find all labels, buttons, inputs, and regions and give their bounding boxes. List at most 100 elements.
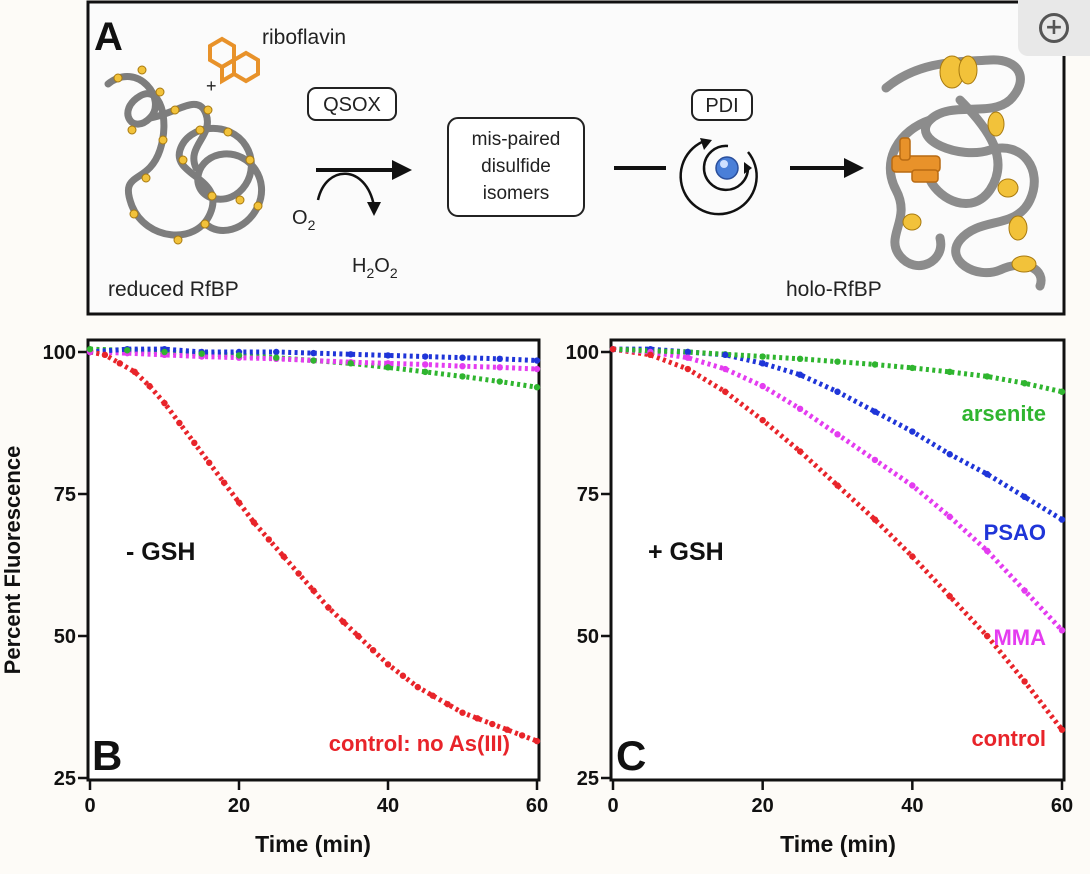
pdi-label: PDI	[705, 95, 738, 117]
point-b-magenta-9	[422, 361, 429, 368]
data-points-b	[86, 345, 541, 745]
point-b-control-no-as-iii-3	[131, 368, 138, 376]
point-b-green-4	[235, 352, 243, 359]
y-tick-label-b-3: 100	[43, 342, 76, 364]
scheme-panel: A riboflavin + reduced RfBP QSOX	[86, 0, 1066, 316]
point-c-mma-9	[946, 513, 953, 520]
point-b-green-2	[161, 348, 168, 356]
point-c-arsenite-5	[796, 355, 804, 363]
y-tick-label-c-2: 75	[577, 484, 599, 506]
condition-label-c: + GSH	[648, 538, 724, 566]
point-b-blue-5	[273, 348, 280, 356]
point-c-arsenite-12	[1058, 388, 1066, 395]
zoom-button[interactable]: +	[1018, 0, 1090, 56]
y-tick-label-b-2: 75	[54, 484, 76, 506]
series-label-control-no-as: control: no As(III)	[329, 731, 510, 756]
point-b-control-no-as-iii-23	[429, 692, 436, 699]
series-label-psao: PSAO	[984, 520, 1046, 545]
x-tick-label-c-3: 60	[1051, 795, 1073, 817]
point-c-control-2	[684, 365, 692, 373]
point-b-control-no-as-iii-5	[161, 399, 168, 407]
point-c-arsenite-11	[1021, 380, 1028, 387]
series-label-mma: MMA	[993, 625, 1046, 650]
point-b-green-6	[310, 357, 317, 364]
point-c-control-1	[647, 351, 654, 359]
point-b-control-no-as-iii-6	[176, 419, 183, 427]
point-b-blue-12	[533, 357, 541, 364]
h2o2-label: H2O2	[352, 255, 398, 281]
y-tick-label-c-0: 25	[577, 768, 599, 790]
point-c-psao-5	[796, 371, 804, 378]
point-c-arsenite-7	[871, 361, 879, 368]
point-b-green-0	[86, 345, 94, 353]
point-c-mma-3	[722, 365, 729, 373]
point-b-control-no-as-iii-10	[235, 499, 243, 506]
axis-ticks-b: 0 20 40 60 25 50 75 100	[43, 342, 549, 817]
point-b-control-no-as-iii-28	[504, 726, 511, 733]
point-b-control-no-as-iii-19	[369, 647, 377, 654]
point-b-blue-6	[310, 349, 317, 357]
point-b-control-no-as-iii-8	[206, 459, 213, 466]
point-c-arsenite-4	[759, 353, 766, 360]
point-b-magenta-12	[533, 365, 541, 373]
point-c-mma-2	[684, 354, 692, 361]
x-tick-label-b-3: 60	[526, 795, 548, 817]
point-b-control-no-as-iii-30	[533, 737, 541, 745]
point-b-control-no-as-iii-26	[474, 715, 481, 722]
point-c-psao-10	[983, 470, 991, 478]
point-b-green-5	[273, 354, 280, 361]
point-b-control-no-as-iii-25	[459, 709, 466, 716]
point-b-control-no-as-iii-11	[250, 519, 258, 526]
point-c-psao-3	[722, 351, 729, 359]
point-c-control-0	[609, 345, 617, 353]
chart-panel-c: 0 20 40 60 25 50 75 100 C + GSH arsenite PSAO M…	[566, 338, 1074, 857]
panel-letter-b: B	[92, 732, 122, 779]
y-axis-title: Percent Fluorescence	[0, 446, 25, 675]
point-c-mma-8	[909, 482, 916, 489]
point-c-control-6	[834, 482, 841, 489]
point-c-psao-4	[759, 360, 766, 367]
point-b-control-no-as-iii-9	[220, 479, 228, 486]
point-c-psao-12	[1058, 516, 1066, 523]
point-c-control-3	[722, 388, 729, 395]
isomers-box	[447, 117, 585, 217]
point-b-control-no-as-iii-22	[414, 683, 421, 691]
qsox-arrow-icon	[316, 160, 412, 216]
point-b-control-no-as-iii-15	[310, 587, 317, 594]
y-tick-label-b-0: 25	[54, 768, 76, 790]
point-c-psao-8	[909, 428, 916, 435]
axis-ticks-c: 0 20 40 60 25 50 75 100	[566, 342, 1074, 817]
x-tick-label-b-2: 40	[377, 795, 399, 817]
point-b-control-no-as-iii-29	[518, 732, 526, 739]
panel-letter-a: A	[94, 15, 123, 59]
qsox-box	[307, 87, 397, 121]
x-tick-label-c-0: 0	[607, 795, 618, 817]
point-b-green-8	[384, 364, 392, 371]
point-b-control-no-as-iii-27	[489, 720, 496, 728]
point-b-control-no-as-iii-24	[444, 700, 451, 708]
pdi-box	[691, 89, 753, 121]
zoom-in-icon: +	[1039, 13, 1069, 43]
point-b-control-no-as-iii-2	[116, 360, 124, 367]
isomers-line-3: isomers	[483, 183, 550, 204]
point-b-control-no-as-iii-20	[384, 661, 392, 668]
isomers-line-1: mis-paired	[472, 129, 561, 150]
isomers-line-2: disulfide	[481, 156, 551, 177]
x-tick-label-c-2: 40	[901, 795, 923, 817]
point-b-blue-8	[384, 352, 392, 359]
x-axis-title-b: Time (min)	[255, 831, 371, 857]
point-c-control-9	[946, 593, 953, 600]
point-c-arsenite-9	[946, 368, 953, 376]
point-b-control-no-as-iii-12	[265, 536, 272, 543]
x-tick-label-c-1: 20	[752, 795, 774, 817]
point-b-control-no-as-iii-14	[295, 570, 302, 577]
point-c-control-7	[871, 516, 879, 523]
holo-riboflavin-icon	[891, 137, 941, 183]
point-b-control-no-as-iii-13	[280, 553, 287, 560]
x-tick-label-b-1: 20	[228, 795, 250, 817]
panel-letter-c: C	[616, 732, 646, 779]
point-b-control-no-as-iii-16	[325, 604, 332, 611]
point-b-magenta-10	[459, 363, 466, 370]
point-c-mma-11	[1021, 587, 1028, 594]
